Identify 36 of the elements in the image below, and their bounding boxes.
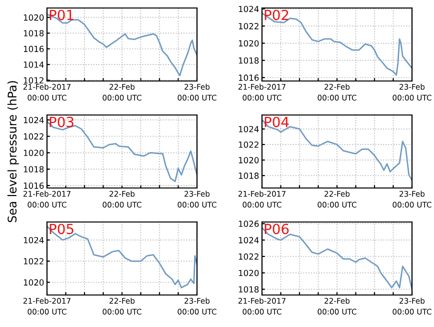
y-tick-label: 1024 — [238, 237, 259, 244]
y-tick-label: 1026 — [238, 220, 259, 227]
y-tick-label: 1020 — [238, 40, 259, 46]
y-tick-label: 1018 — [24, 30, 44, 36]
chart-title: P05 — [50, 224, 74, 234]
y-tick-label: 1016 — [24, 46, 44, 52]
y-axis-title: Sea level pressure (hPa) — [7, 81, 19, 222]
y-tick-label: 1014 — [24, 61, 44, 68]
y-tick-label: 1018 — [238, 172, 259, 179]
chart-title: P06 — [264, 224, 289, 234]
y-tick-label: 1016 — [238, 74, 259, 81]
chart-title: P01 — [50, 10, 74, 20]
y-tick-label: 1020 — [24, 14, 44, 21]
y-tick-label: 1012 — [24, 77, 44, 84]
y-tick-label: 1020 — [238, 157, 259, 164]
y-tick-label: 1022 — [24, 133, 44, 140]
y-tick-label: 1022 — [238, 141, 258, 148]
y-tick-label: 1016 — [24, 182, 44, 189]
line-series — [262, 118, 412, 181]
chart-title: P03 — [50, 116, 74, 128]
y-tick-label: 1024 — [24, 116, 44, 124]
y-tick-label: 1024 — [238, 126, 259, 132]
line-series — [47, 226, 197, 288]
y-tick-label: 1018 — [24, 166, 44, 172]
y-tick-label: 1022 — [24, 258, 44, 264]
chart-title: P02 — [264, 10, 288, 20]
y-tick-label: 1022 — [238, 23, 258, 30]
y-tick-label: 1024 — [24, 236, 44, 244]
chart-title: P04 — [264, 116, 289, 128]
y-tick-label: 1020 — [24, 279, 44, 286]
y-tick-label: 1022 — [238, 253, 258, 260]
y-tick-label: 1018 — [238, 286, 259, 293]
y-tick-label: 1020 — [238, 270, 259, 276]
y-tick-label: 1018 — [238, 57, 259, 64]
y-tick-label: 1024 — [238, 6, 259, 12]
y-tick-label: 1020 — [24, 150, 44, 156]
